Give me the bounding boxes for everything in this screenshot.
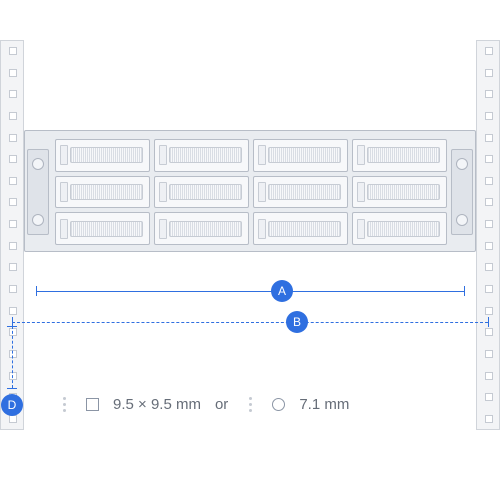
drive-bay bbox=[352, 176, 447, 209]
drive-bay bbox=[55, 139, 150, 172]
rack-rail-right bbox=[476, 40, 500, 430]
drive-bay bbox=[154, 212, 249, 245]
drive-bay-grid bbox=[55, 139, 447, 245]
or-label: or bbox=[215, 396, 228, 413]
hole-dots-icon bbox=[56, 397, 72, 412]
rack-ear-right bbox=[451, 149, 473, 235]
round-hole-label: 7.1 mm bbox=[299, 396, 349, 413]
hole-spec: 9.5 × 9.5 mm or 7.1 mm bbox=[56, 396, 349, 413]
dimension-d-badge: D bbox=[1, 394, 23, 416]
drive-bay bbox=[55, 212, 150, 245]
dimension-a-badge: A bbox=[271, 280, 293, 302]
round-hole-icon bbox=[272, 398, 285, 411]
drive-bay bbox=[352, 139, 447, 172]
dimension-b-badge: B bbox=[286, 311, 308, 333]
rack-ear-left bbox=[27, 149, 49, 235]
server-chassis bbox=[24, 130, 476, 252]
square-hole-label: 9.5 × 9.5 mm bbox=[113, 396, 201, 413]
drive-bay bbox=[352, 212, 447, 245]
hole-dots-icon bbox=[242, 397, 258, 412]
drive-bay bbox=[253, 212, 348, 245]
drive-bay bbox=[253, 139, 348, 172]
drive-bay bbox=[154, 139, 249, 172]
drive-bay bbox=[253, 176, 348, 209]
square-hole-icon bbox=[86, 398, 99, 411]
drive-bay bbox=[154, 176, 249, 209]
drive-bay bbox=[55, 176, 150, 209]
